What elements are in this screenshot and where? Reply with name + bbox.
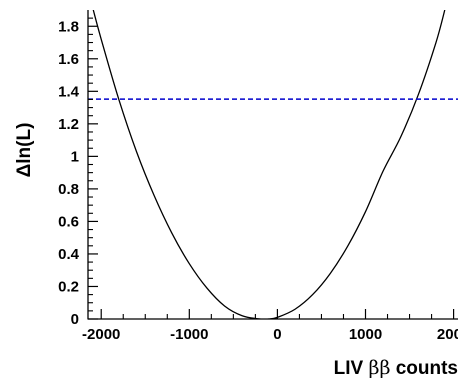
- x-tick-label: 1000: [349, 326, 382, 343]
- y-tick-label: 1: [71, 148, 79, 165]
- x-tick-label: -2000: [82, 326, 120, 343]
- y-tick-label: 1.8: [58, 18, 79, 35]
- y-tick-label: 1.2: [58, 116, 79, 133]
- x-tick-label: 2000: [437, 326, 458, 343]
- y-tick-label: 0.2: [58, 278, 79, 295]
- x-axis-title: LIV ββ counts: [334, 357, 458, 379]
- y-tick-label: 1.6: [58, 51, 79, 68]
- x-tick-label: -1000: [170, 326, 208, 343]
- x-axis-title-greek: ββ: [368, 357, 390, 379]
- x-tick-label: 0: [273, 326, 281, 343]
- likelihood-curve: [92, 10, 446, 319]
- y-tick-label: 0.8: [58, 181, 79, 198]
- y-tick-label: 1.4: [58, 83, 80, 100]
- x-axis-title-suffix: counts: [390, 358, 458, 379]
- x-axis-title-prefix: LIV: [334, 358, 369, 379]
- y-tick-label: 0.4: [58, 246, 80, 263]
- y-tick-label: 0: [71, 311, 79, 328]
- y-tick-label: 0.6: [58, 213, 79, 230]
- y-axis-title: Δln(L): [14, 123, 35, 178]
